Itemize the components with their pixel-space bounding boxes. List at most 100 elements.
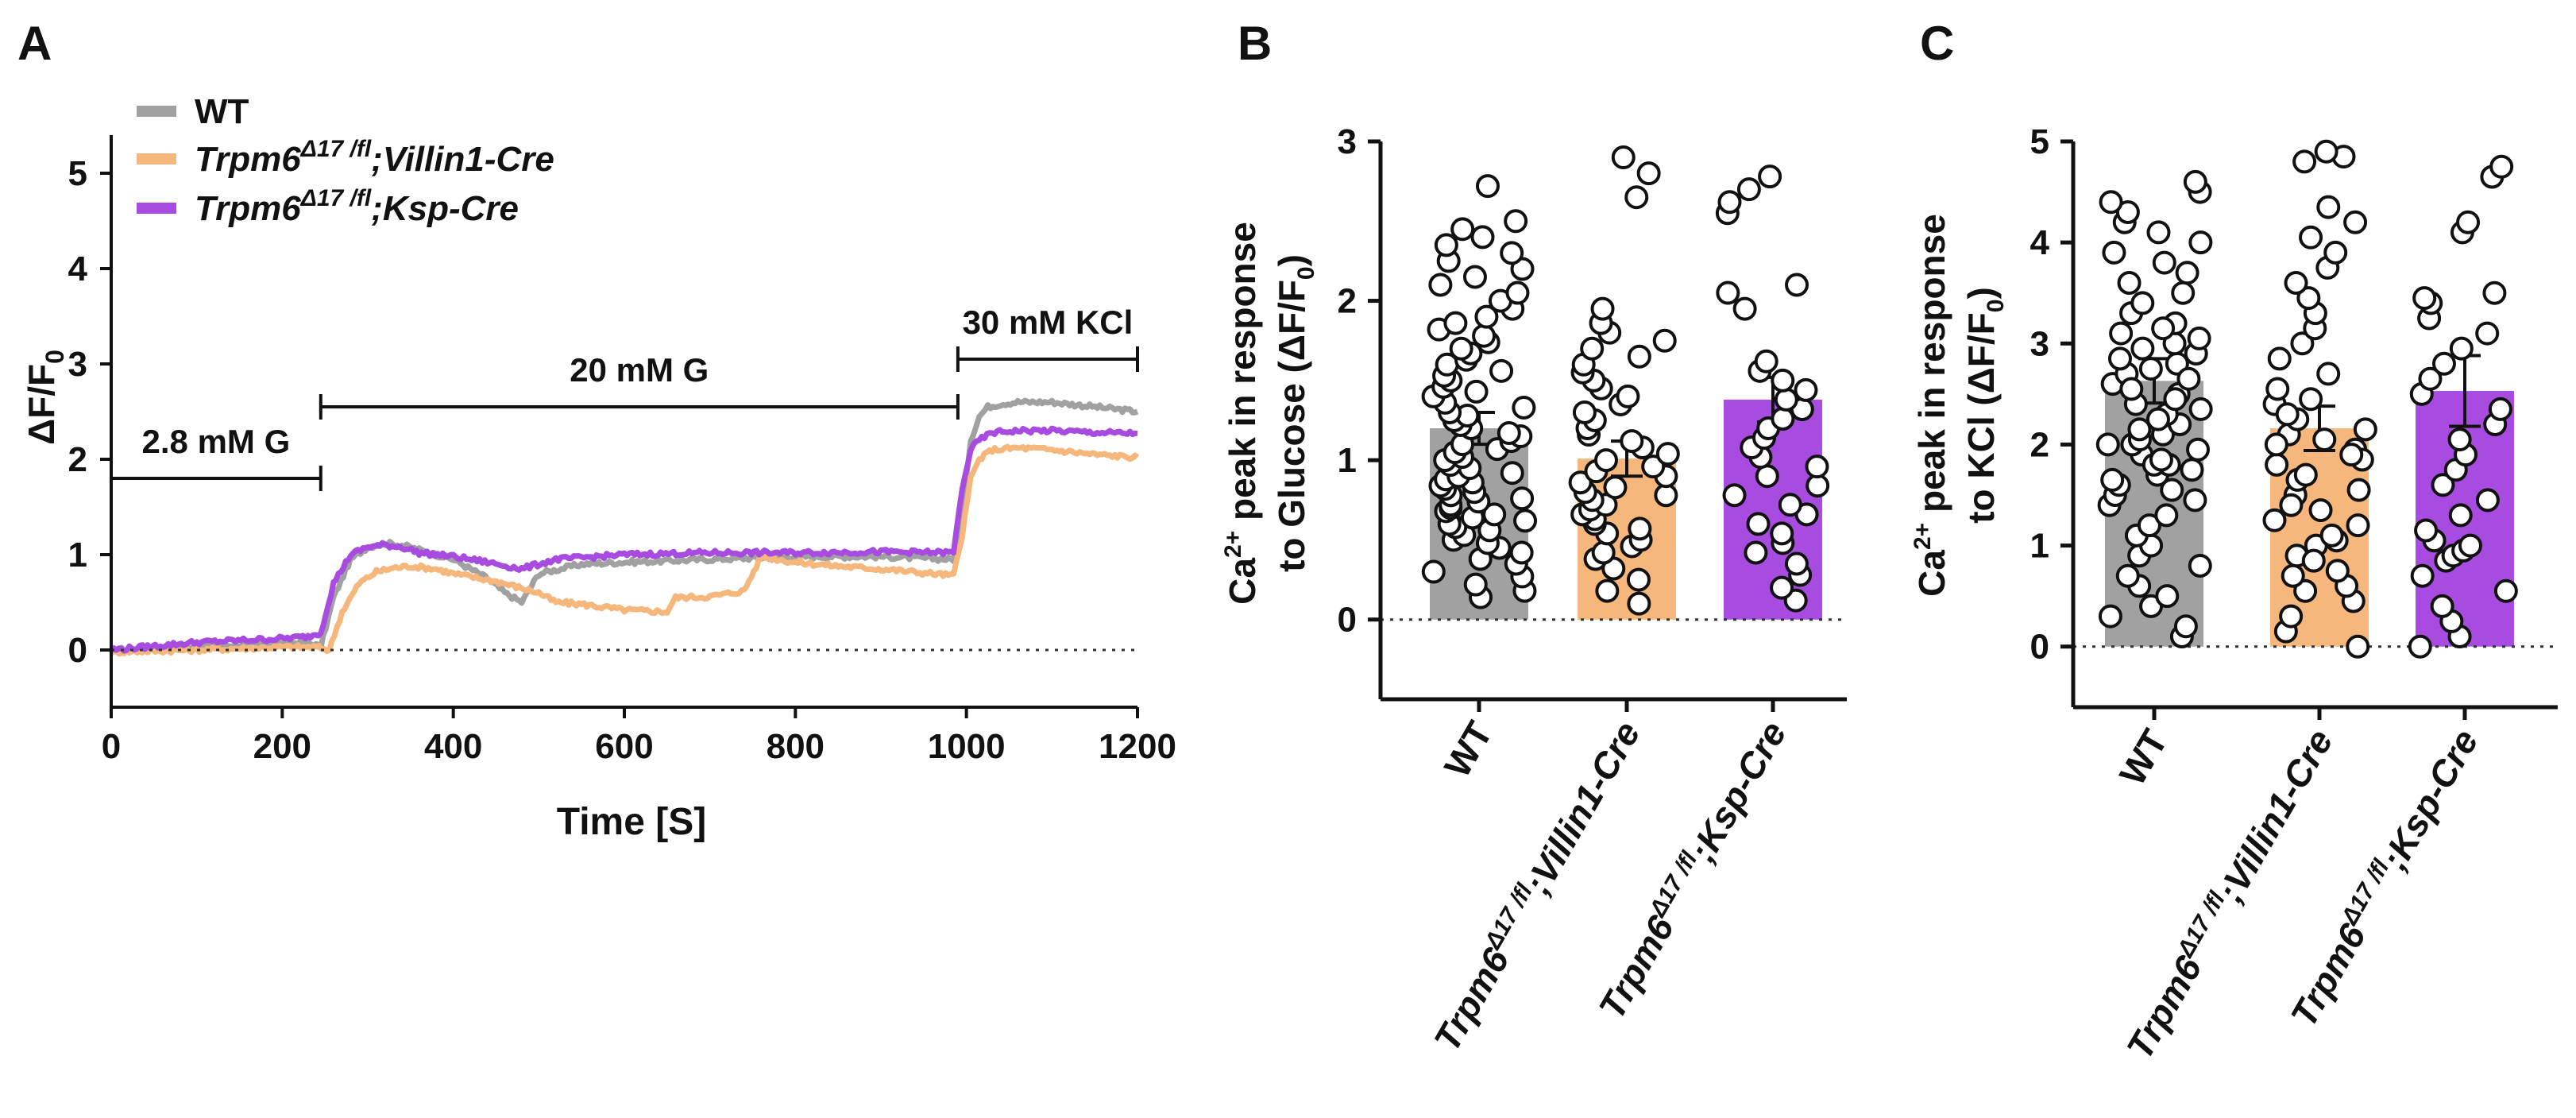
- panel-c-point-wt: [2146, 220, 2171, 245]
- panel-c-point-ksp: [2475, 321, 2500, 346]
- panel-c-point-villin: [2353, 417, 2377, 442]
- panel-c-point-villin: [2339, 443, 2364, 467]
- panel-c-point-villin: [2264, 432, 2288, 457]
- panel-c-point-ksp: [2449, 336, 2474, 361]
- panel-c-point-ksp: [2431, 473, 2455, 497]
- panel-b-ylabel-rest: peak in response: [1222, 222, 1263, 531]
- panel-c-point-wt: [2151, 316, 2176, 341]
- panel-c-point-ksp: [2431, 351, 2456, 376]
- panel-c-point-wt: [2130, 336, 2155, 361]
- panel-a-x-tick-label: 0: [102, 727, 121, 766]
- panel-c-point-villin: [2316, 195, 2341, 219]
- panel-c-point-wt: [2155, 584, 2180, 609]
- panel-b-y-tick-label: 0: [1338, 601, 1357, 640]
- panel-c-point-wt: [2188, 397, 2213, 421]
- panel-b-y-tick-label: 1: [1338, 441, 1357, 480]
- panel-b-point-wt: [1475, 174, 1500, 199]
- panel-b-point-wt: [1482, 502, 1507, 527]
- panel-c-y-tick-label: 2: [2030, 425, 2049, 464]
- panel-b-point-wt: [1513, 509, 1538, 533]
- panel-b-point-ksp: [1746, 512, 1771, 536]
- panel-c-y-tick-label: 0: [2030, 628, 2049, 667]
- panel-b-point-villin: [1572, 400, 1597, 424]
- panel-c-point-villin: [2314, 139, 2338, 164]
- panel-c-point-wt: [2115, 200, 2140, 224]
- panel-c-point-wt: [2149, 447, 2173, 472]
- panel-c-point-wt: [2186, 437, 2211, 462]
- panel-c-ylabel-line2-end: ): [1960, 287, 2002, 299]
- panel-b-point-villin: [1591, 540, 1616, 565]
- panel-b-point-villin: [1655, 442, 1680, 466]
- panel-b-point-wt: [1472, 323, 1497, 348]
- panel-b-point-wt: [1450, 217, 1475, 242]
- panel-b-point-villin: [1627, 591, 1651, 616]
- panel-c-point-wt: [2117, 271, 2142, 295]
- panel-b-point-villin: [1652, 328, 1677, 353]
- category-gene: Trpm6: [2118, 949, 2210, 1066]
- panel-a-x-tick-label: 800: [767, 727, 825, 766]
- panel-b-point-wt: [1428, 273, 1453, 297]
- legend-entry-villin: Trpm6Δ17 /fl;Villin1-Cre: [137, 136, 554, 179]
- panel-b-point-ksp: [1805, 455, 1829, 479]
- panel-a-x-tick-label: 400: [424, 727, 482, 766]
- panel-c-point-villin: [2319, 523, 2344, 547]
- panel-c-y-axis-label-line2: to KCl (ΔF/F0): [1960, 287, 2009, 524]
- panel-c-point-ksp: [2493, 578, 2518, 603]
- panel-c-point-villin: [2262, 508, 2287, 532]
- panel-c-point-villin: [2299, 225, 2323, 250]
- panel-b-point-villin: [1568, 470, 1593, 495]
- panel-b-point-ksp: [1771, 406, 1795, 431]
- panel-b-point-ksp: [1770, 575, 1794, 600]
- panel-c-point-villin: [2346, 478, 2371, 502]
- panel-c-point-villin: [2293, 578, 2318, 603]
- category-suffix: ;Ksp-Cre: [1682, 714, 1794, 868]
- legend-label-wt: WT: [195, 92, 249, 131]
- panel-a-annotation-label: 30 mM KCl: [963, 304, 1134, 341]
- panel-c-point-wt: [2127, 417, 2152, 442]
- panel-c-point-wt: [2095, 432, 2120, 457]
- panel-b-point-villin: [1603, 475, 1628, 500]
- panel-b-point-wt: [1443, 311, 1468, 335]
- category-suffix: ;Ksp-Cre: [2373, 722, 2486, 876]
- category-sup: Δ17 /fl: [1644, 847, 1703, 923]
- panel-b-point-villin: [1636, 161, 1661, 186]
- panel-b-point-wt: [1497, 421, 1521, 446]
- panel-b-point-villin: [1627, 344, 1651, 369]
- panel-c-point-wt: [2119, 377, 2144, 401]
- panel-c-y-tick-label: 5: [2030, 122, 2049, 161]
- panel-c-point-villin: [2299, 387, 2323, 412]
- panel-b-point-villin: [1590, 296, 1615, 321]
- panel-b-ylabel-line2-sub: 0: [1293, 266, 1319, 280]
- panel-b-point-wt: [1474, 304, 1499, 329]
- panel-a-x-tick-label: 1000: [928, 727, 1006, 766]
- panel-b-point-wt: [1510, 486, 1535, 511]
- panel-a-y-tick-label: 3: [68, 345, 87, 384]
- panel-c-point-villin: [2284, 271, 2308, 295]
- panel-b-ylabel-sup: 2+: [1220, 531, 1246, 558]
- panel-b-point-ksp: [1716, 280, 1740, 305]
- panel-c-point-wt: [2187, 326, 2211, 350]
- panel-b-point-villin: [1616, 384, 1640, 408]
- panel-b-point-villin: [1620, 429, 1644, 454]
- panel-b-point-villin: [1580, 336, 1605, 361]
- panel-c-point-ksp: [2447, 427, 2472, 452]
- panel-c-point-villin: [2343, 210, 2368, 234]
- panel-b-point-ksp: [1774, 387, 1798, 412]
- legend-label-villin-suffix: ;Villin1-Cre: [371, 140, 554, 179]
- category-gene: Trpm6: [1590, 909, 1682, 1026]
- panel-b-point-ksp: [1722, 483, 1747, 508]
- panel-c-point-villin: [2267, 346, 2292, 371]
- legend-label-villin-sup: Δ17 /fl: [300, 136, 372, 162]
- panel-c-point-wt: [2160, 478, 2184, 502]
- panel-a-ylabel-sub: 0: [41, 350, 69, 364]
- panel-a-series-villin: [109, 443, 1140, 657]
- panel-b-ylabel-ca: Ca: [1222, 558, 1263, 605]
- panel-c-point-villin: [2292, 149, 2317, 174]
- legend-entry-ksp: Trpm6Δ17 /fl;Ksp-Cre: [137, 185, 519, 228]
- legend-label-villin: Trpm6Δ17 /fl;Villin1-Cre: [195, 136, 554, 179]
- panel-c-point-ksp: [2456, 210, 2481, 234]
- panel-a-axes: 0 1 2 3 4 5 0 200 400 600 800 1000 1200: [68, 135, 1176, 766]
- panel-b-point-ksp: [1736, 177, 1761, 202]
- panel-c-point-villin: [2290, 331, 2315, 356]
